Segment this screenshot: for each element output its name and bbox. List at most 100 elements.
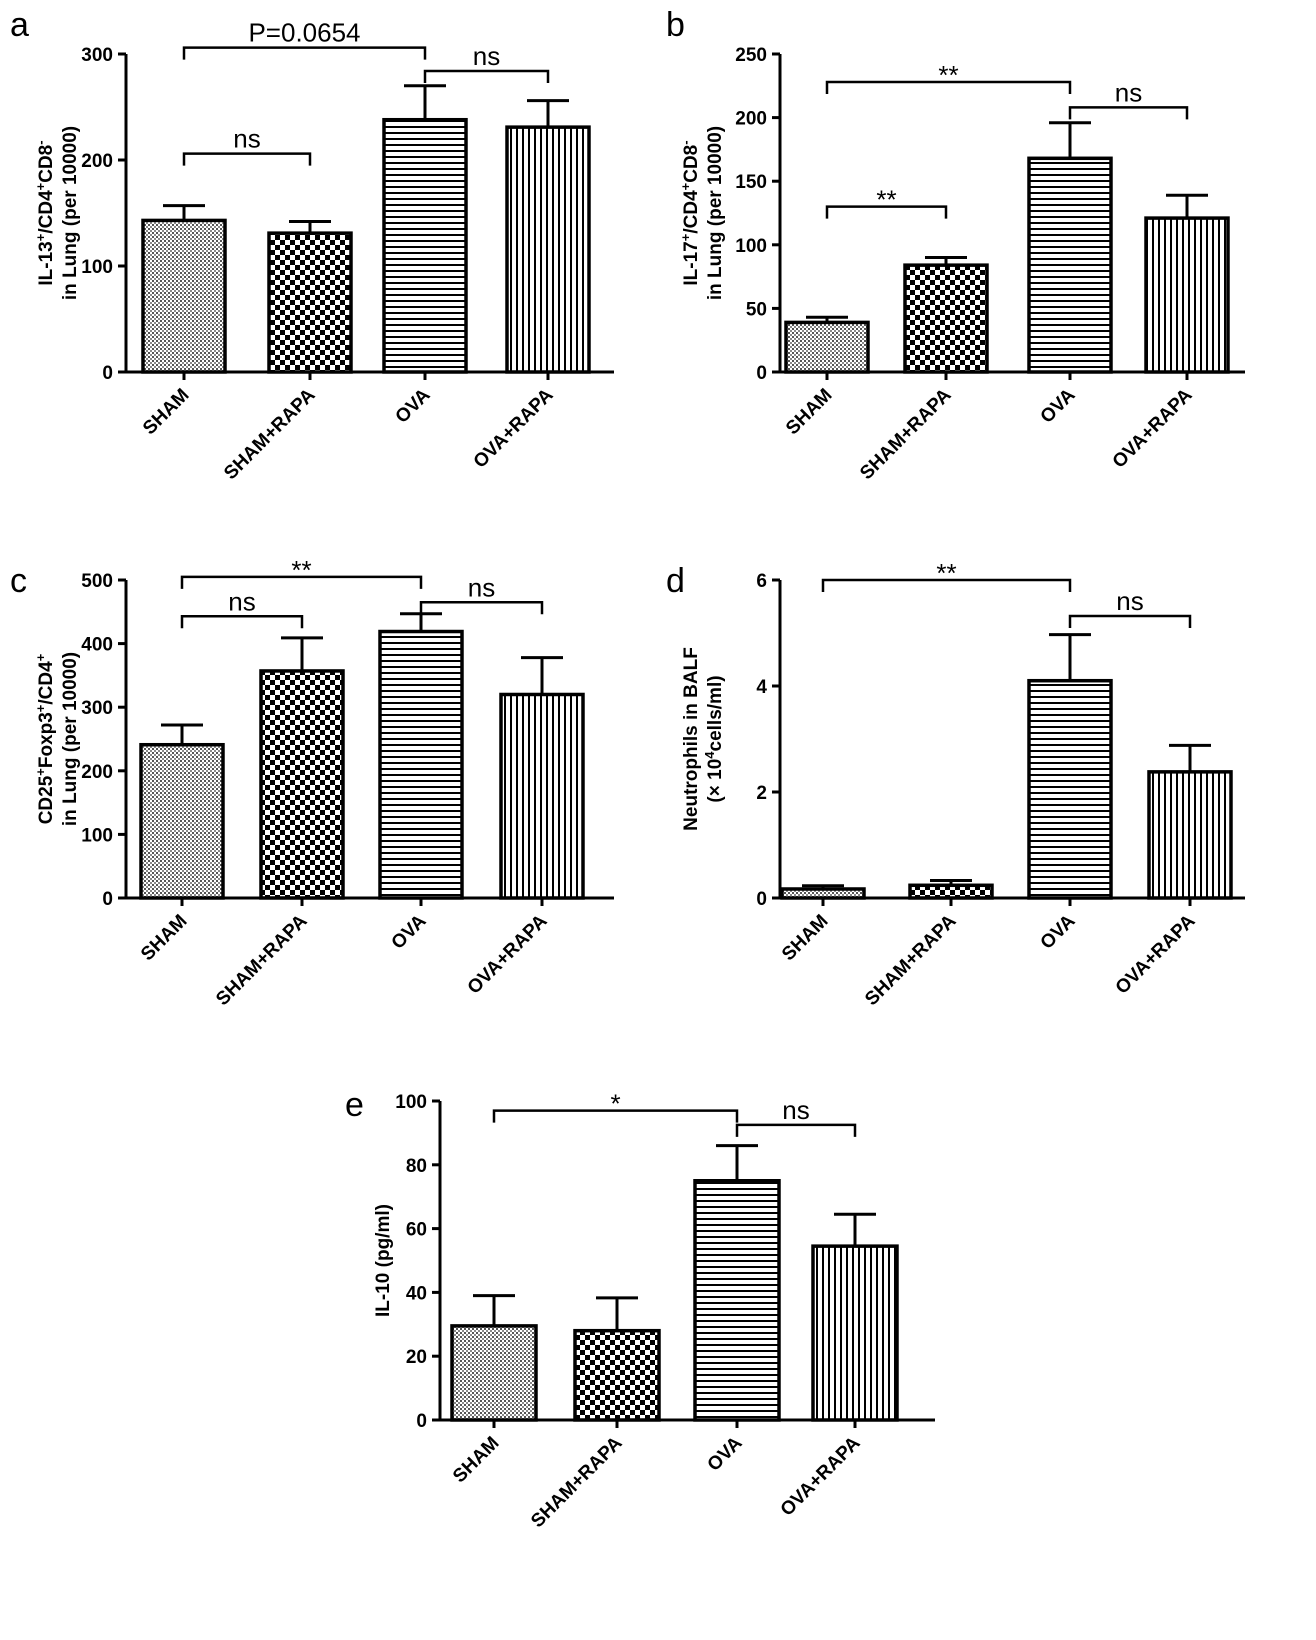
x-category-label: SHAM+RAPA <box>856 384 956 484</box>
x-category-label: SHAM <box>778 911 832 965</box>
y-tick-label: 200 <box>735 109 767 130</box>
y-axis-label: Neutrophils in BALF <box>681 647 702 831</box>
panel-letter: a <box>10 6 29 44</box>
significance-bracket <box>419 601 544 615</box>
bar-sham <box>784 320 870 374</box>
y-tick-label: 300 <box>81 45 113 66</box>
x-category-label: OVA+RAPA <box>464 910 552 998</box>
y-axis-label: CD25+Foxp3+/CD4+ <box>33 653 58 824</box>
error-bar <box>596 1296 638 1331</box>
error-bar <box>281 636 323 671</box>
error-bar <box>925 256 967 266</box>
significance-bracket <box>1068 614 1192 629</box>
y-tick-label: 300 <box>81 698 113 719</box>
panel-a: a 0 100 200 300 SHAM SHAM+RAPA OVA OVA+RAPA IL-13… <box>10 6 614 484</box>
error-bar <box>527 99 569 128</box>
y-tick-label: 250 <box>735 45 767 66</box>
error-bar <box>1169 743 1211 772</box>
x-category-label: SHAM+RAPA <box>220 384 320 484</box>
significance-bracket <box>821 578 1072 592</box>
bar-ova-rapa <box>811 1244 899 1422</box>
y-tick-label: 0 <box>756 363 767 384</box>
x-category-label: OVA <box>388 910 431 953</box>
panel-b: b 0 50 100 150 200 250 SHAM SHAM+RAPA OVA OVA+RAPA… <box>666 6 1245 484</box>
y-tick-label: 500 <box>81 571 113 592</box>
x-category-label: SHAM+RAPA <box>212 910 312 1010</box>
significance-bracket <box>492 1109 739 1123</box>
y-tick-label: 100 <box>735 236 767 257</box>
y-axis-label: IL-17+/CD4+CD8- <box>678 140 703 285</box>
x-category-label: SHAM+RAPA <box>861 910 961 1010</box>
y-tick-label: 100 <box>81 257 113 278</box>
y-tick-label: 60 <box>406 1220 427 1241</box>
bar-ova-rapa <box>505 125 591 374</box>
y-axis-label: IL-13+/CD4+CD8- <box>33 140 58 285</box>
significance-label: ** <box>936 558 956 588</box>
x-category-label: OVA <box>704 1432 747 1475</box>
y-tick-label: 80 <box>406 1156 427 1177</box>
error-bar <box>161 723 203 745</box>
y-tick-label: 100 <box>81 825 113 846</box>
significance-label: * <box>610 1089 620 1119</box>
x-category-label: SHAM <box>137 911 191 965</box>
x-category-label: SHAM <box>449 1433 503 1487</box>
x-category-label: OVA <box>1037 910 1080 953</box>
bar-sham-rapa <box>903 263 989 374</box>
significance-label: ns <box>782 1095 809 1125</box>
error-bar <box>473 1294 515 1326</box>
significance-label: ns <box>1115 77 1142 107</box>
y-tick-label: 150 <box>735 172 767 193</box>
error-bar <box>1049 633 1091 681</box>
y-tick-label: 20 <box>406 1347 427 1368</box>
x-category-label: OVA+RAPA <box>1112 910 1200 998</box>
bar-sham <box>139 742 225 900</box>
panel-letter: d <box>666 562 685 600</box>
significance-bracket <box>825 80 1072 94</box>
y-tick-label: 0 <box>416 1411 427 1432</box>
significance-label: ns <box>1116 586 1143 616</box>
error-bar <box>834 1212 876 1247</box>
panel-d: d 0 2 4 6 SHAM SHAM+RAPA OVA OVA+RAPA Neutrophils… <box>666 558 1245 1010</box>
panel-letter: b <box>666 6 685 44</box>
bar-ova <box>1027 156 1113 374</box>
bar-ova <box>1027 678 1113 900</box>
y-tick-label: 400 <box>81 635 113 656</box>
y-tick-label: 40 <box>406 1283 427 1304</box>
bar-ova <box>693 1179 781 1422</box>
x-category-label: OVA+RAPA <box>777 1432 865 1520</box>
panel-letter: c <box>10 562 27 600</box>
bar-sham <box>141 218 227 374</box>
significance-label: ns <box>228 586 255 616</box>
y-tick-label: 50 <box>746 299 767 320</box>
x-category-label: SHAM+RAPA <box>527 1432 627 1532</box>
error-bar <box>1049 121 1091 159</box>
significance-label: ** <box>291 555 311 585</box>
y-axis-label: in Lung (per 10000) <box>60 652 81 826</box>
significance-bracket <box>423 69 550 83</box>
y-tick-label: 0 <box>102 363 113 384</box>
x-category-label: SHAM <box>782 385 836 439</box>
y-tick-label: 4 <box>756 677 767 698</box>
significance-bracket <box>180 615 304 629</box>
y-tick-label: 2 <box>756 783 767 804</box>
x-category-label: OVA+RAPA <box>470 384 558 472</box>
y-axis-label: IL-10 (pg/ml) <box>373 1204 394 1317</box>
error-bar <box>521 656 563 695</box>
significance-label: ns <box>468 572 495 602</box>
y-tick-label: 0 <box>102 889 113 910</box>
y-tick-label: 0 <box>756 889 767 910</box>
panel-c: c 0 100 200 300 400 500 SHAM SHAM+RAPA OVA OVA+RAP… <box>10 555 614 1010</box>
bar-sham-rapa <box>259 669 345 900</box>
significance-label: ** <box>938 60 958 90</box>
y-axis-label: in Lung (per 10000) <box>705 126 726 300</box>
y-tick-label: 200 <box>81 762 113 783</box>
bar-ova-rapa <box>1144 216 1230 374</box>
significance-bracket <box>1068 106 1189 120</box>
y-axis-label: (× 104cells/ml) <box>702 675 727 802</box>
bar-sham-rapa <box>908 883 994 900</box>
significance-bracket <box>182 152 312 166</box>
bar-sham-rapa <box>267 231 353 374</box>
error-bar <box>163 204 205 221</box>
bar-ova <box>382 117 468 374</box>
